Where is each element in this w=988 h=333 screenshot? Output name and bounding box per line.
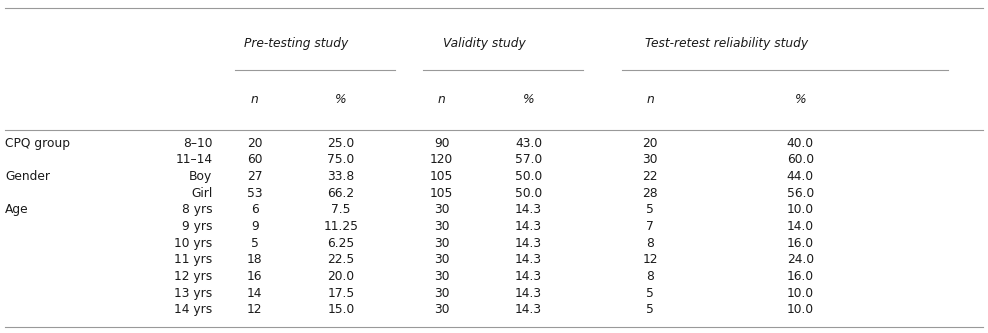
Text: 6: 6 xyxy=(251,203,259,216)
Text: 6.25: 6.25 xyxy=(327,236,355,250)
Text: 14.3: 14.3 xyxy=(515,286,542,300)
Text: 8: 8 xyxy=(646,236,654,250)
Text: 66.2: 66.2 xyxy=(327,186,355,200)
Text: 12: 12 xyxy=(247,303,263,316)
Text: 11–14: 11–14 xyxy=(175,153,212,166)
Text: Pre-testing study: Pre-testing study xyxy=(244,37,349,50)
Text: 5: 5 xyxy=(646,303,654,316)
Text: 33.8: 33.8 xyxy=(327,170,355,183)
Text: 44.0: 44.0 xyxy=(786,170,814,183)
Text: %: % xyxy=(335,93,347,107)
Text: 11.25: 11.25 xyxy=(323,220,359,233)
Text: 14.3: 14.3 xyxy=(515,203,542,216)
Text: 30: 30 xyxy=(642,153,658,166)
Text: 9 yrs: 9 yrs xyxy=(182,220,212,233)
Text: 20: 20 xyxy=(642,137,658,150)
Text: 30: 30 xyxy=(434,303,450,316)
Text: 14.3: 14.3 xyxy=(515,303,542,316)
Text: 50.0: 50.0 xyxy=(515,186,542,200)
Text: 22: 22 xyxy=(642,170,658,183)
Text: 14.3: 14.3 xyxy=(515,253,542,266)
Text: 16.0: 16.0 xyxy=(786,270,814,283)
Text: Girl: Girl xyxy=(191,186,212,200)
Text: 18: 18 xyxy=(247,253,263,266)
Text: n: n xyxy=(646,93,654,107)
Text: 9: 9 xyxy=(251,220,259,233)
Text: 12: 12 xyxy=(642,253,658,266)
Text: 14.3: 14.3 xyxy=(515,236,542,250)
Text: 16: 16 xyxy=(247,270,263,283)
Text: 57.0: 57.0 xyxy=(515,153,542,166)
Text: 11 yrs: 11 yrs xyxy=(174,253,212,266)
Text: 22.5: 22.5 xyxy=(327,253,355,266)
Text: 13 yrs: 13 yrs xyxy=(174,286,212,300)
Text: 105: 105 xyxy=(430,186,453,200)
Text: 30: 30 xyxy=(434,203,450,216)
Text: 50.0: 50.0 xyxy=(515,170,542,183)
Text: 8: 8 xyxy=(646,270,654,283)
Text: 120: 120 xyxy=(430,153,453,166)
Text: 14.3: 14.3 xyxy=(515,270,542,283)
Text: 30: 30 xyxy=(434,236,450,250)
Text: 25.0: 25.0 xyxy=(327,137,355,150)
Text: 27: 27 xyxy=(247,170,263,183)
Text: 56.0: 56.0 xyxy=(786,186,814,200)
Text: 14 yrs: 14 yrs xyxy=(174,303,212,316)
Text: Test-retest reliability study: Test-retest reliability study xyxy=(644,37,808,50)
Text: 7: 7 xyxy=(646,220,654,233)
Text: %: % xyxy=(523,93,535,107)
Text: 8 yrs: 8 yrs xyxy=(182,203,212,216)
Text: 20.0: 20.0 xyxy=(327,270,355,283)
Text: 53: 53 xyxy=(247,186,263,200)
Text: 12 yrs: 12 yrs xyxy=(174,270,212,283)
Text: 8–10: 8–10 xyxy=(183,137,212,150)
Text: 5: 5 xyxy=(251,236,259,250)
Text: 30: 30 xyxy=(434,220,450,233)
Text: n: n xyxy=(438,93,446,107)
Text: 5: 5 xyxy=(646,203,654,216)
Text: 14.3: 14.3 xyxy=(515,220,542,233)
Text: Validity study: Validity study xyxy=(443,37,526,50)
Text: 30: 30 xyxy=(434,270,450,283)
Text: 30: 30 xyxy=(434,253,450,266)
Text: 75.0: 75.0 xyxy=(327,153,355,166)
Text: 16.0: 16.0 xyxy=(786,236,814,250)
Text: 20: 20 xyxy=(247,137,263,150)
Text: 60: 60 xyxy=(247,153,263,166)
Text: 14.0: 14.0 xyxy=(786,220,814,233)
Text: 43.0: 43.0 xyxy=(515,137,542,150)
Text: 15.0: 15.0 xyxy=(327,303,355,316)
Text: %: % xyxy=(794,93,806,107)
Text: 10 yrs: 10 yrs xyxy=(174,236,212,250)
Text: Gender: Gender xyxy=(5,170,50,183)
Text: Age: Age xyxy=(5,203,29,216)
Text: 60.0: 60.0 xyxy=(786,153,814,166)
Text: 90: 90 xyxy=(434,137,450,150)
Text: 10.0: 10.0 xyxy=(786,286,814,300)
Text: 7.5: 7.5 xyxy=(331,203,351,216)
Text: Boy: Boy xyxy=(189,170,212,183)
Text: 40.0: 40.0 xyxy=(786,137,814,150)
Text: CPQ group: CPQ group xyxy=(5,137,70,150)
Text: 28: 28 xyxy=(642,186,658,200)
Text: 10.0: 10.0 xyxy=(786,303,814,316)
Text: 10.0: 10.0 xyxy=(786,203,814,216)
Text: 24.0: 24.0 xyxy=(786,253,814,266)
Text: 5: 5 xyxy=(646,286,654,300)
Text: 14: 14 xyxy=(247,286,263,300)
Text: n: n xyxy=(251,93,259,107)
Text: 30: 30 xyxy=(434,286,450,300)
Text: 105: 105 xyxy=(430,170,453,183)
Text: 17.5: 17.5 xyxy=(327,286,355,300)
